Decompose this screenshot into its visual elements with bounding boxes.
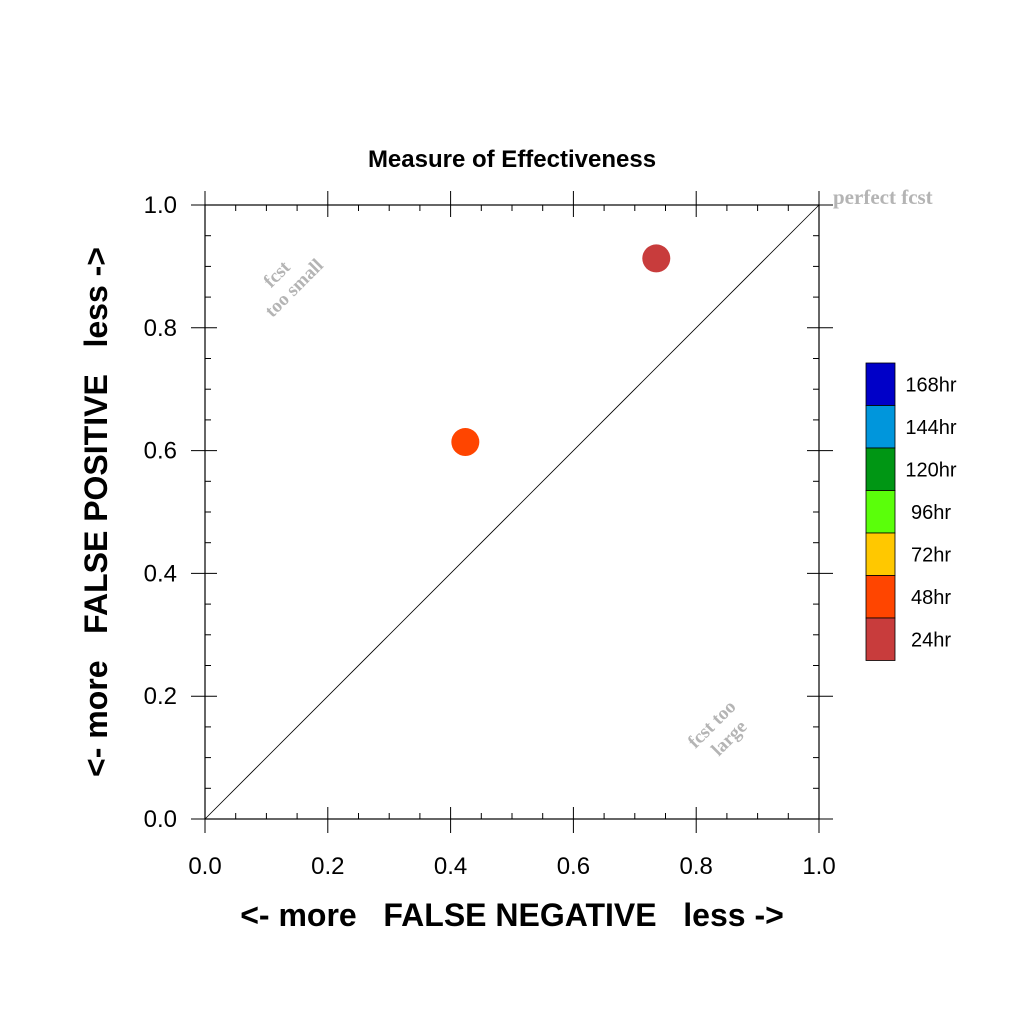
annotation-perfect-fcst: perfect fcst: [833, 185, 933, 209]
legend-label-120hr: 120hr: [905, 459, 956, 481]
axis-ticks: [191, 191, 833, 833]
data-points: [451, 244, 671, 457]
legend-label-72hr: 72hr: [911, 544, 951, 566]
legend-swatch-72hr: [865, 532, 896, 576]
legend-label-24hr: 24hr: [911, 629, 951, 651]
x-tick-label: 0.6: [557, 853, 590, 880]
y-axis-label: <- more FALSE POSITIVE less ->: [78, 247, 114, 777]
legend-label-96hr: 96hr: [911, 502, 951, 524]
x-tick-label: 0.8: [680, 853, 713, 880]
y-tick-label: 0.6: [144, 438, 177, 465]
annotation-fcst-too-large: fcst too large: [684, 693, 759, 768]
legend-swatch-120hr: [865, 447, 896, 491]
y-tick-label: 0.2: [144, 683, 177, 710]
legend-swatch-144hr: [865, 405, 896, 449]
chart-title: Measure of Effectiveness: [368, 146, 656, 173]
legend-swatch-48hr: [865, 575, 896, 619]
point-48hr: [451, 428, 480, 457]
x-tick-label: 0.0: [188, 853, 221, 880]
legend-label-48hr: 48hr: [911, 587, 951, 609]
y-tick-label: 0.4: [144, 560, 177, 587]
x-tick-labels: 0.0 0.2 0.4 0.6 0.8 1.0: [188, 853, 835, 880]
legend-label-168hr: 168hr: [905, 374, 956, 396]
legend: 168hr 144hr 120hr 96hr 72hr 48hr 24hr: [865, 362, 957, 661]
legend-swatch-168hr: [865, 362, 896, 406]
x-axis-label: <- more FALSE NEGATIVE less ->: [240, 897, 784, 933]
y-tick-label: 0.0: [144, 806, 177, 833]
legend-swatch-24hr: [865, 617, 896, 661]
annotation-fcst-too-small: fcst too small: [246, 240, 328, 322]
y-tick-label: 1.0: [144, 192, 177, 219]
y-tick-labels: 0.0 0.2 0.4 0.6 0.8 1.0: [144, 192, 177, 833]
x-tick-label: 1.0: [802, 853, 835, 880]
y-tick-label: 0.8: [144, 315, 177, 342]
legend-swatch-96hr: [865, 490, 896, 534]
x-tick-label: 0.2: [311, 853, 344, 880]
legend-label-144hr: 144hr: [905, 417, 956, 439]
perfect-forecast-line: [204, 204, 820, 820]
point-24hr: [642, 244, 671, 273]
x-tick-label: 0.4: [434, 853, 467, 880]
